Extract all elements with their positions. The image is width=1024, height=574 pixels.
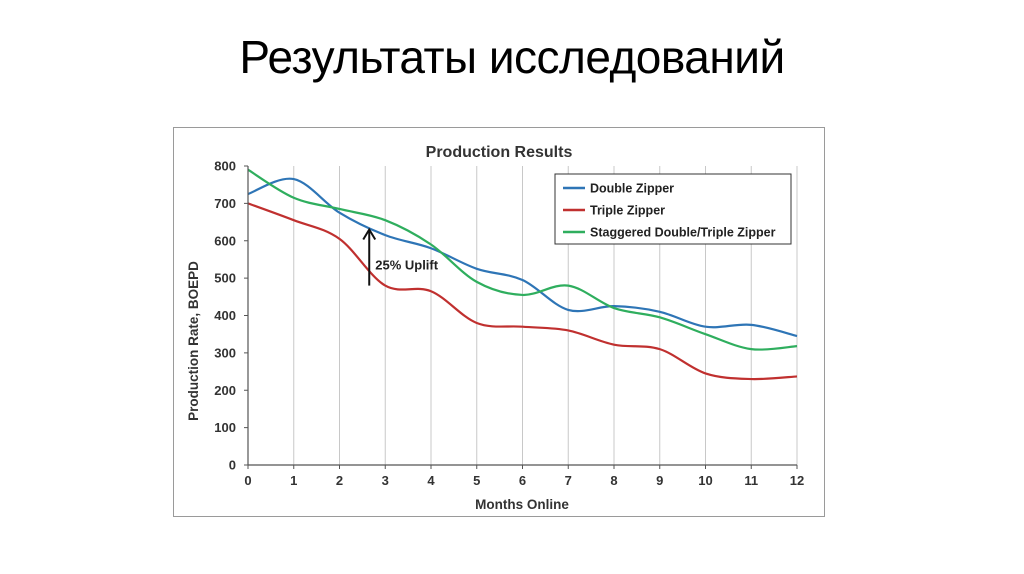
series-line-staggered-double-triple-zipper: [247, 168, 798, 351]
legend-entry: Staggered Double/Triple Zipper: [590, 226, 776, 240]
x-tick-label: 10: [698, 473, 712, 488]
x-tick-label: 4: [427, 473, 435, 488]
x-tick-label: 9: [656, 473, 663, 488]
x-tick-label: 3: [382, 473, 389, 488]
y-tick-label: 500: [214, 271, 236, 286]
annotation-layer: 25% Uplift: [362, 227, 439, 286]
y-tick-label: 700: [214, 196, 236, 211]
page-title: Результаты исследований: [239, 31, 785, 83]
x-tick-label: 6: [519, 473, 526, 488]
series-layer: [247, 168, 798, 381]
legend: Double Zipper Triple Zipper Staggered Doub…: [554, 173, 792, 245]
x-tick-label: 0: [244, 473, 251, 488]
uplift-annotation-label: 25% Uplift: [375, 258, 439, 273]
x-tick-label: 5: [473, 473, 480, 488]
series-line-triple-zipper: [247, 202, 798, 381]
chart-title: Production Results: [426, 144, 573, 161]
production-results-chart: Production Results Months Online Product…: [186, 144, 804, 512]
y-tick-label: 100: [214, 420, 236, 435]
x-tick-label: 2: [336, 473, 343, 488]
y-tick-label: 600: [214, 233, 236, 248]
uplift-arrow-head: [362, 227, 377, 241]
x-tick-label: 11: [744, 473, 758, 488]
legend-entry: Double Zipper: [590, 182, 674, 196]
y-tick-label: 300: [214, 345, 236, 360]
legend-box: [554, 173, 792, 245]
legend-entry: Triple Zipper: [590, 204, 665, 218]
x-tick-label: 8: [610, 473, 617, 488]
y-tick-label: 0: [229, 458, 236, 473]
y-tick-label: 800: [214, 159, 236, 174]
y-tick-label: 400: [214, 308, 236, 323]
series-line-double-zipper: [247, 177, 798, 338]
axis-layer: 0 1 2 3 4 5 6 7 8 9 10 11 12010020030040050060070080…: [214, 159, 804, 489]
x-tick-label: 12: [790, 473, 804, 488]
x-tick-label: 1: [290, 473, 297, 488]
x-axis-label: Months Online: [475, 497, 569, 512]
y-tick-label: 200: [214, 383, 236, 398]
y-axis-label: Production Rate, BOEPD: [186, 261, 201, 421]
x-tick-label: 7: [565, 473, 572, 488]
chart-frame: Production Results Months Online Product…: [173, 127, 825, 517]
